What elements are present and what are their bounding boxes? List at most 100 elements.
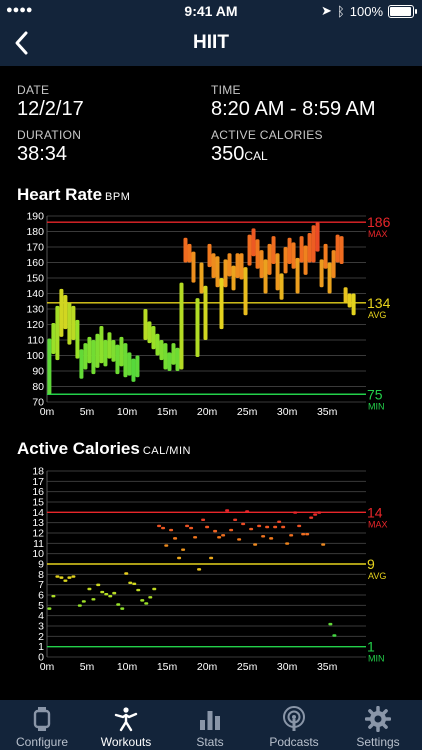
tab-label-configure: Configure bbox=[15, 735, 69, 749]
calorie-point bbox=[321, 543, 326, 546]
y-tick-label: 2 bbox=[38, 631, 44, 643]
heart-rate-bar bbox=[331, 250, 336, 278]
heart-rate-bar bbox=[291, 242, 296, 269]
calorie-point bbox=[233, 518, 238, 521]
duration-label: DURATION bbox=[17, 128, 82, 142]
calories-unit: CAL bbox=[244, 149, 268, 163]
heart-rate-bar bbox=[155, 333, 160, 356]
heart-rate-bar bbox=[283, 247, 288, 274]
tab-configure[interactable]: Configure bbox=[0, 700, 84, 750]
heart-rate-bar bbox=[219, 278, 224, 330]
calorie-point bbox=[305, 533, 310, 536]
heart-rate-bar bbox=[115, 344, 120, 375]
calorie-point bbox=[144, 602, 149, 605]
heart-rate-bar bbox=[163, 343, 168, 370]
calorie-point bbox=[209, 556, 214, 560]
back-chevron-icon[interactable] bbox=[10, 28, 34, 58]
heart-rate-bar bbox=[239, 253, 244, 280]
heart-rate-bar bbox=[211, 253, 216, 278]
heart-rate-bar bbox=[135, 355, 140, 378]
calorie-point bbox=[265, 525, 270, 529]
heart-rate-bar bbox=[323, 243, 328, 269]
heart-rate-bar bbox=[119, 336, 124, 367]
x-tick-label: 10m bbox=[117, 661, 138, 673]
active-calories-value: 350CAL bbox=[211, 143, 323, 166]
calorie-point bbox=[293, 511, 298, 514]
heart-rate-bar bbox=[123, 343, 128, 378]
heart-rate-bar bbox=[75, 319, 80, 359]
heart-rate-bar bbox=[183, 237, 188, 263]
calorie-point bbox=[77, 604, 82, 607]
tab-stats[interactable]: Stats bbox=[168, 700, 252, 750]
duration-stat: DURATION 38:34 bbox=[17, 128, 81, 166]
calorie-point bbox=[241, 522, 246, 526]
heart-rate-bar bbox=[303, 245, 308, 275]
calorie-point bbox=[91, 598, 96, 601]
heart-rate-bar bbox=[307, 233, 312, 263]
heart-rate-title: Heart Rate BPM bbox=[17, 185, 130, 205]
heart-rate-bar bbox=[299, 236, 304, 263]
calorie-point bbox=[104, 592, 109, 596]
heart-rate-bar bbox=[191, 251, 196, 283]
calorie-point bbox=[132, 582, 137, 586]
heart-rate-bar bbox=[83, 343, 88, 370]
calorie-point bbox=[301, 533, 306, 536]
y-tick-label: 12 bbox=[32, 528, 44, 540]
calorie-point bbox=[148, 596, 153, 599]
calorie-point bbox=[169, 528, 174, 532]
calorie-point bbox=[257, 524, 262, 528]
y-tick-label: 0 bbox=[38, 652, 44, 664]
running-person-icon bbox=[114, 707, 138, 732]
avg-caption-label: AVG bbox=[368, 310, 386, 320]
heart-rate-bar bbox=[195, 298, 200, 358]
heart-rate-bar bbox=[295, 257, 300, 294]
calorie-point bbox=[55, 575, 60, 578]
heart-rate-bar bbox=[347, 293, 352, 308]
tab-settings[interactable]: Settings bbox=[336, 700, 420, 750]
tab-workouts[interactable]: Workouts bbox=[84, 700, 168, 750]
calorie-point bbox=[112, 591, 117, 595]
location-icon: ➤ bbox=[321, 3, 332, 18]
calorie-point bbox=[47, 607, 52, 610]
y-tick-label: 7 bbox=[38, 579, 44, 591]
x-tick-label: 20m bbox=[197, 661, 218, 673]
y-tick-label: 13 bbox=[32, 517, 44, 529]
active-calories-label: ACTIVE CALORIES bbox=[211, 128, 323, 142]
tab-podcasts[interactable]: Podcasts bbox=[252, 700, 336, 750]
heart-rate-bar bbox=[127, 352, 132, 376]
time-value: 8:20 AM - 8:59 AM bbox=[211, 98, 376, 120]
tab-label-workouts: Workouts bbox=[100, 735, 152, 749]
heart-rate-bar bbox=[247, 234, 252, 266]
heart-rate-unit: BPM bbox=[105, 191, 131, 203]
status-time: 9:41 AM bbox=[184, 3, 238, 19]
heart-rate-chart: 70 80 90 100 110 120 130 140 150 160 170 180 190 0m 5m… bbox=[26, 211, 390, 419]
calorie-point bbox=[136, 588, 141, 592]
avg-caption-label: AVG bbox=[368, 571, 386, 581]
y-tick-label: 15 bbox=[32, 497, 44, 509]
x-tick-label: 15m bbox=[157, 406, 178, 418]
status-right: ➤ ᛒ 100% bbox=[321, 3, 417, 19]
y-tick-label: 6 bbox=[38, 590, 44, 602]
y-tick-label: 100 bbox=[26, 350, 44, 362]
calorie-point bbox=[81, 600, 86, 603]
y-tick-label: 5 bbox=[38, 600, 44, 612]
heart-rate-bar bbox=[159, 340, 164, 361]
y-tick-label: 180 bbox=[26, 226, 44, 238]
heart-rate-bar bbox=[215, 256, 220, 288]
calorie-point bbox=[245, 510, 250, 513]
heart-rate-bar bbox=[59, 288, 64, 337]
heart-rate-bar bbox=[279, 273, 284, 300]
x-tick-label: 35m bbox=[317, 406, 338, 418]
x-tick-label: 25m bbox=[237, 406, 258, 418]
heart-rate-bar bbox=[167, 352, 172, 371]
calorie-point bbox=[181, 548, 186, 551]
heart-rate-bar bbox=[187, 243, 192, 263]
max-caption-label: MAX bbox=[368, 519, 388, 529]
page-title: HIIT bbox=[193, 32, 229, 53]
heart-rate-bar bbox=[103, 340, 108, 367]
calorie-point bbox=[71, 575, 76, 578]
heart-rate-bar bbox=[227, 253, 232, 277]
heart-rate-bar bbox=[199, 262, 204, 294]
avg-value-label: 9 bbox=[367, 556, 375, 572]
y-tick-label: 14 bbox=[32, 507, 44, 519]
